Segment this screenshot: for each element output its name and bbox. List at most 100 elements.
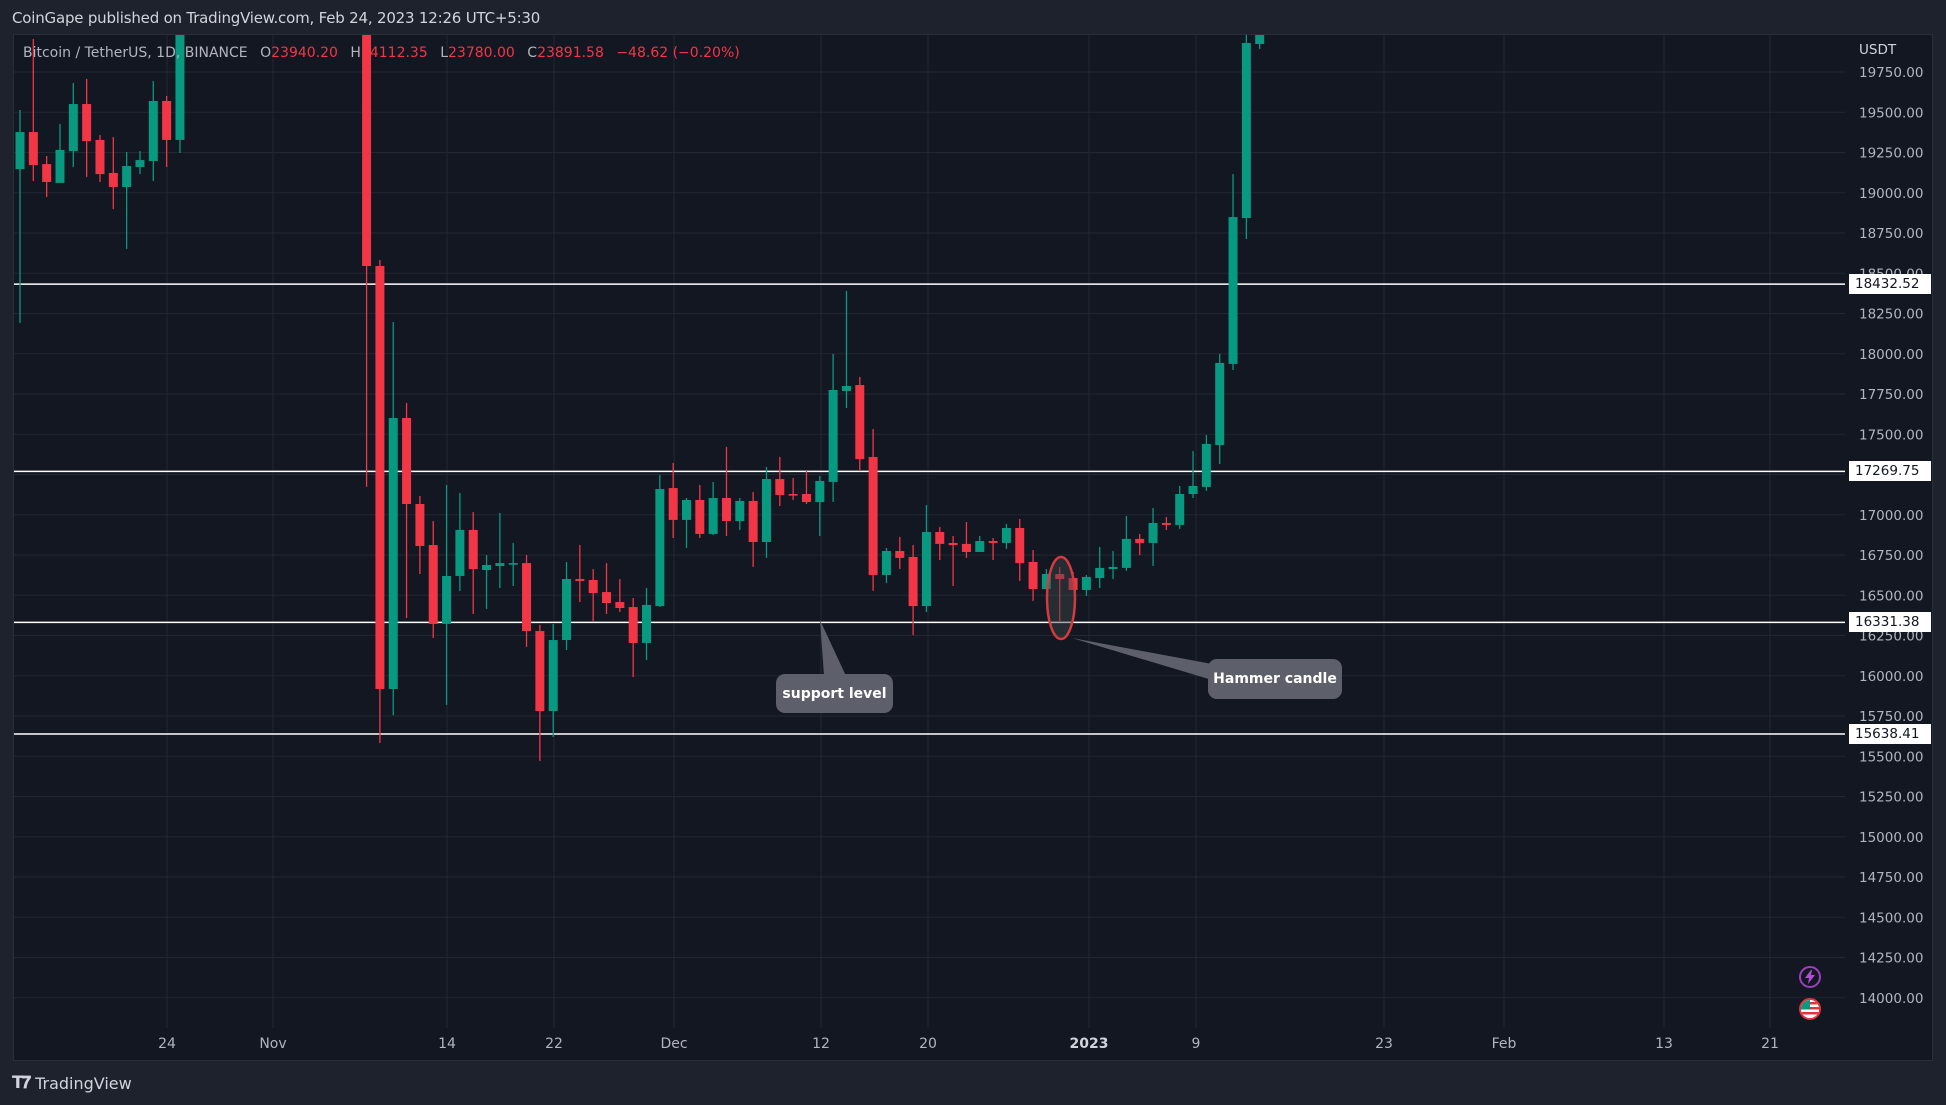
candle-body[interactable] bbox=[42, 164, 52, 182]
candle-body[interactable] bbox=[55, 149, 65, 183]
candle-body[interactable] bbox=[855, 385, 865, 460]
candle-body[interactable] bbox=[1041, 574, 1051, 590]
candle-body[interactable] bbox=[655, 489, 665, 607]
candle-body[interactable] bbox=[1028, 561, 1038, 590]
candle-body[interactable] bbox=[695, 499, 705, 534]
candle-body[interactable] bbox=[1161, 522, 1171, 525]
candle-body[interactable] bbox=[375, 266, 385, 689]
candle-body[interactable] bbox=[68, 104, 78, 152]
candle-body[interactable] bbox=[522, 563, 532, 632]
time-tick-label: Nov bbox=[259, 1036, 286, 1052]
candle-body[interactable] bbox=[135, 160, 145, 167]
candle-body[interactable] bbox=[935, 532, 945, 544]
price-tick-label: 18000.00 bbox=[1859, 347, 1923, 363]
candle-body[interactable] bbox=[841, 385, 851, 391]
candle-body[interactable] bbox=[28, 132, 38, 166]
candle-body[interactable] bbox=[1148, 522, 1158, 543]
candle-body[interactable] bbox=[975, 541, 985, 552]
price-level-badge[interactable]: 16331.38 bbox=[1849, 612, 1931, 633]
symbol-legend[interactable]: Bitcoin / TetherUS, 1D, BINANCE O23940.2… bbox=[23, 45, 740, 61]
candle-body[interactable] bbox=[1108, 566, 1118, 570]
candle-body[interactable] bbox=[428, 545, 438, 624]
candle-body[interactable] bbox=[1081, 576, 1091, 590]
candle-body[interactable] bbox=[735, 500, 745, 522]
candle-body[interactable] bbox=[988, 541, 998, 543]
candle-body[interactable] bbox=[602, 592, 612, 604]
chart-panel[interactable] bbox=[13, 34, 1933, 1061]
candle-body[interactable] bbox=[1188, 485, 1198, 495]
candle-body[interactable] bbox=[961, 543, 971, 552]
candle-body[interactable] bbox=[748, 500, 758, 542]
candle-body[interactable] bbox=[708, 498, 718, 534]
candle-body[interactable] bbox=[535, 631, 545, 712]
candle-body[interactable] bbox=[1055, 574, 1065, 580]
candle-body[interactable] bbox=[828, 389, 838, 482]
candle-body[interactable] bbox=[908, 556, 918, 607]
candle-body[interactable] bbox=[95, 139, 105, 175]
open-label: O bbox=[260, 45, 272, 61]
candle-body[interactable] bbox=[468, 529, 478, 570]
candle-body[interactable] bbox=[1121, 538, 1131, 568]
candle-body[interactable] bbox=[615, 602, 625, 609]
candle-body[interactable] bbox=[1215, 362, 1225, 446]
hammer-highlight-ellipse[interactable] bbox=[1045, 555, 1077, 641]
candle-body[interactable] bbox=[175, 0, 185, 140]
candle-body[interactable] bbox=[788, 494, 798, 496]
candle-body[interactable] bbox=[455, 529, 465, 576]
price-level-badge[interactable]: 17269.75 bbox=[1849, 461, 1931, 482]
candle-body[interactable] bbox=[775, 479, 785, 495]
candle-body[interactable] bbox=[588, 579, 598, 594]
price-axis-ticks[interactable]: 19750.00 19500.00 19250.00 19000.00 18750.00… bbox=[1859, 65, 1923, 1007]
candle-body[interactable] bbox=[682, 499, 691, 520]
candle-body[interactable] bbox=[575, 579, 585, 581]
time-axis-ticks[interactable]: 24 Nov 14 22 Dec 12 20 2023 9 23 Feb 13 21 bbox=[158, 1036, 1779, 1052]
candle-body[interactable] bbox=[1201, 443, 1211, 487]
tradingview-logo[interactable]: T𝟕 TradingView bbox=[12, 1073, 132, 1093]
candle-body[interactable] bbox=[442, 575, 452, 624]
support-level-callout[interactable]: support level bbox=[776, 674, 893, 713]
candle-body[interactable] bbox=[108, 172, 118, 187]
candle-body[interactable] bbox=[482, 565, 492, 571]
candle-body[interactable] bbox=[82, 104, 92, 142]
candle-body[interactable] bbox=[562, 579, 572, 641]
candle-body[interactable] bbox=[148, 100, 158, 162]
candle-body[interactable] bbox=[548, 640, 558, 712]
candle-body[interactable] bbox=[402, 418, 412, 504]
candle-body[interactable] bbox=[801, 494, 811, 503]
candle-body[interactable] bbox=[948, 542, 958, 546]
candle-body[interactable] bbox=[508, 563, 518, 565]
candle-body[interactable] bbox=[1135, 538, 1145, 543]
candle-body[interactable] bbox=[122, 166, 132, 187]
candle-body[interactable] bbox=[868, 456, 878, 575]
candle-body[interactable] bbox=[415, 503, 425, 547]
candle-body[interactable] bbox=[642, 604, 652, 643]
candle-body[interactable] bbox=[15, 132, 25, 170]
candle-body[interactable] bbox=[1175, 494, 1185, 525]
time-tick-label: 24 bbox=[158, 1036, 176, 1052]
candle-body[interactable] bbox=[628, 607, 638, 643]
candle-body[interactable] bbox=[761, 479, 771, 542]
candle-body[interactable] bbox=[1228, 217, 1238, 364]
candle-body[interactable] bbox=[1095, 567, 1105, 579]
candle-body[interactable] bbox=[495, 563, 505, 566]
candle-body[interactable] bbox=[721, 498, 731, 522]
lightning-icon[interactable] bbox=[1799, 966, 1821, 988]
price-level-badge[interactable]: 18432.52 bbox=[1849, 274, 1931, 295]
price-tick-label: 14250.00 bbox=[1859, 951, 1923, 967]
candle-body[interactable] bbox=[1255, 33, 1265, 44]
candle-body[interactable] bbox=[881, 551, 891, 575]
price-level-badge[interactable]: 15638.41 bbox=[1849, 724, 1931, 744]
candle-body[interactable] bbox=[895, 551, 905, 558]
candle-body[interactable] bbox=[362, 0, 372, 267]
candle-body[interactable] bbox=[1001, 527, 1011, 543]
candle-body[interactable] bbox=[162, 100, 172, 140]
candle-body[interactable] bbox=[388, 418, 398, 689]
candle-body[interactable] bbox=[921, 532, 931, 607]
candle-body[interactable] bbox=[815, 480, 825, 503]
us-flag-icon[interactable] bbox=[1799, 998, 1821, 1020]
hammer-candle-callout[interactable]: Hammer candle bbox=[1208, 659, 1342, 699]
candle-body[interactable] bbox=[1241, 43, 1251, 219]
candle-body[interactable] bbox=[668, 488, 678, 520]
candle-body[interactable] bbox=[1015, 527, 1025, 564]
